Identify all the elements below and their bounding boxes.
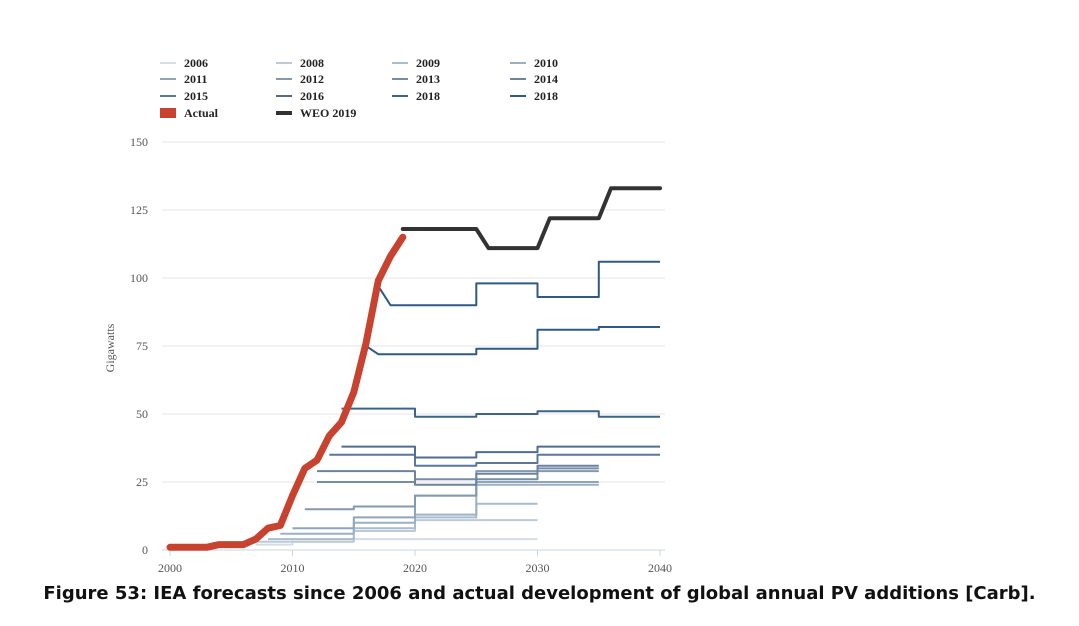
legend-item[interactable]: 2009 [392,56,440,70]
legend-label: 2013 [416,72,440,86]
weo-2019-line [400,186,662,251]
forecast-line-2012 [304,470,599,511]
y-tick-label: 125 [130,203,148,217]
legend-label: 2015 [184,89,208,103]
series-lines [166,186,662,551]
x-tick-label: 2020 [403,561,427,575]
y-tick-label: 100 [130,271,148,285]
legend-label: 2008 [300,56,324,70]
y-tick-label: 150 [130,135,148,149]
y-tick-label: 75 [136,339,148,353]
legend-item[interactable]: 2010 [510,56,558,70]
legend-item[interactable]: 2012 [276,72,324,86]
legend-label: 2009 [416,56,440,70]
legend-item[interactable]: 2006 [160,56,208,70]
legend-item[interactable]: 2016 [276,89,324,103]
legend-item[interactable]: 2011 [160,72,207,86]
forecast-line-2016 [341,445,660,459]
x-tick-label: 2010 [281,561,305,575]
forecast-line-2011 [292,481,599,530]
x-tick-label: 2040 [648,561,672,575]
legend-item[interactable]: 2015 [160,89,208,103]
legend-label: WEO 2019 [300,106,356,120]
grid-lines [162,141,665,483]
pv-forecast-chart: 0 25 50 75 100 125 150 2000 2010 2020 2030 2040 20… [103,56,672,575]
x-axis-ticks: 2000 2010 2020 2030 2040 [158,550,672,575]
forecast-line-2018-upper [377,260,660,307]
x-tick-label: 2030 [526,561,550,575]
actual-line [166,233,407,551]
y-axis-ticks: 0 25 50 75 100 125 150 [130,135,148,557]
legend-item[interactable]: WEO 2019 [276,106,356,120]
legend-label: 2011 [184,72,207,86]
y-tick-label: 0 [142,543,148,557]
legend-label: Actual [184,106,219,120]
x-tick-label: 2000 [158,561,182,575]
forecast-line-2008 [255,519,538,543]
y-tick-label: 50 [136,407,148,421]
legend-label: 2006 [184,56,208,70]
legend-swatch [160,108,176,118]
legend-label: 2016 [300,89,324,103]
legend-item[interactable]: 2008 [276,56,324,70]
legend: 2006 2008 2009 2010 2011 2012 2013 2014 2015 2016… [160,56,558,120]
forecast-line-2018 [365,326,660,356]
legend-label: 2018 [534,89,558,103]
figure-caption: Figure 53: IEA forecasts since 2006 and … [43,583,1036,604]
forecast-line-2018 [341,407,660,418]
legend-label: 2010 [534,56,558,70]
legend-label: 2012 [300,72,324,86]
legend-item[interactable]: 2018 [392,89,440,103]
legend-item[interactable]: 2018 [510,89,558,103]
legend-item[interactable]: Actual [160,106,219,120]
y-axis-title: Gigawatts [103,323,117,372]
forecast-line-2014 [317,464,599,486]
legend-item[interactable]: 2014 [510,72,558,86]
legend-item[interactable]: 2013 [392,72,440,86]
y-tick-label: 25 [136,475,148,489]
legend-label: 2018 [416,89,440,103]
legend-label: 2014 [534,72,558,86]
forecast-line-2015 [329,453,660,467]
